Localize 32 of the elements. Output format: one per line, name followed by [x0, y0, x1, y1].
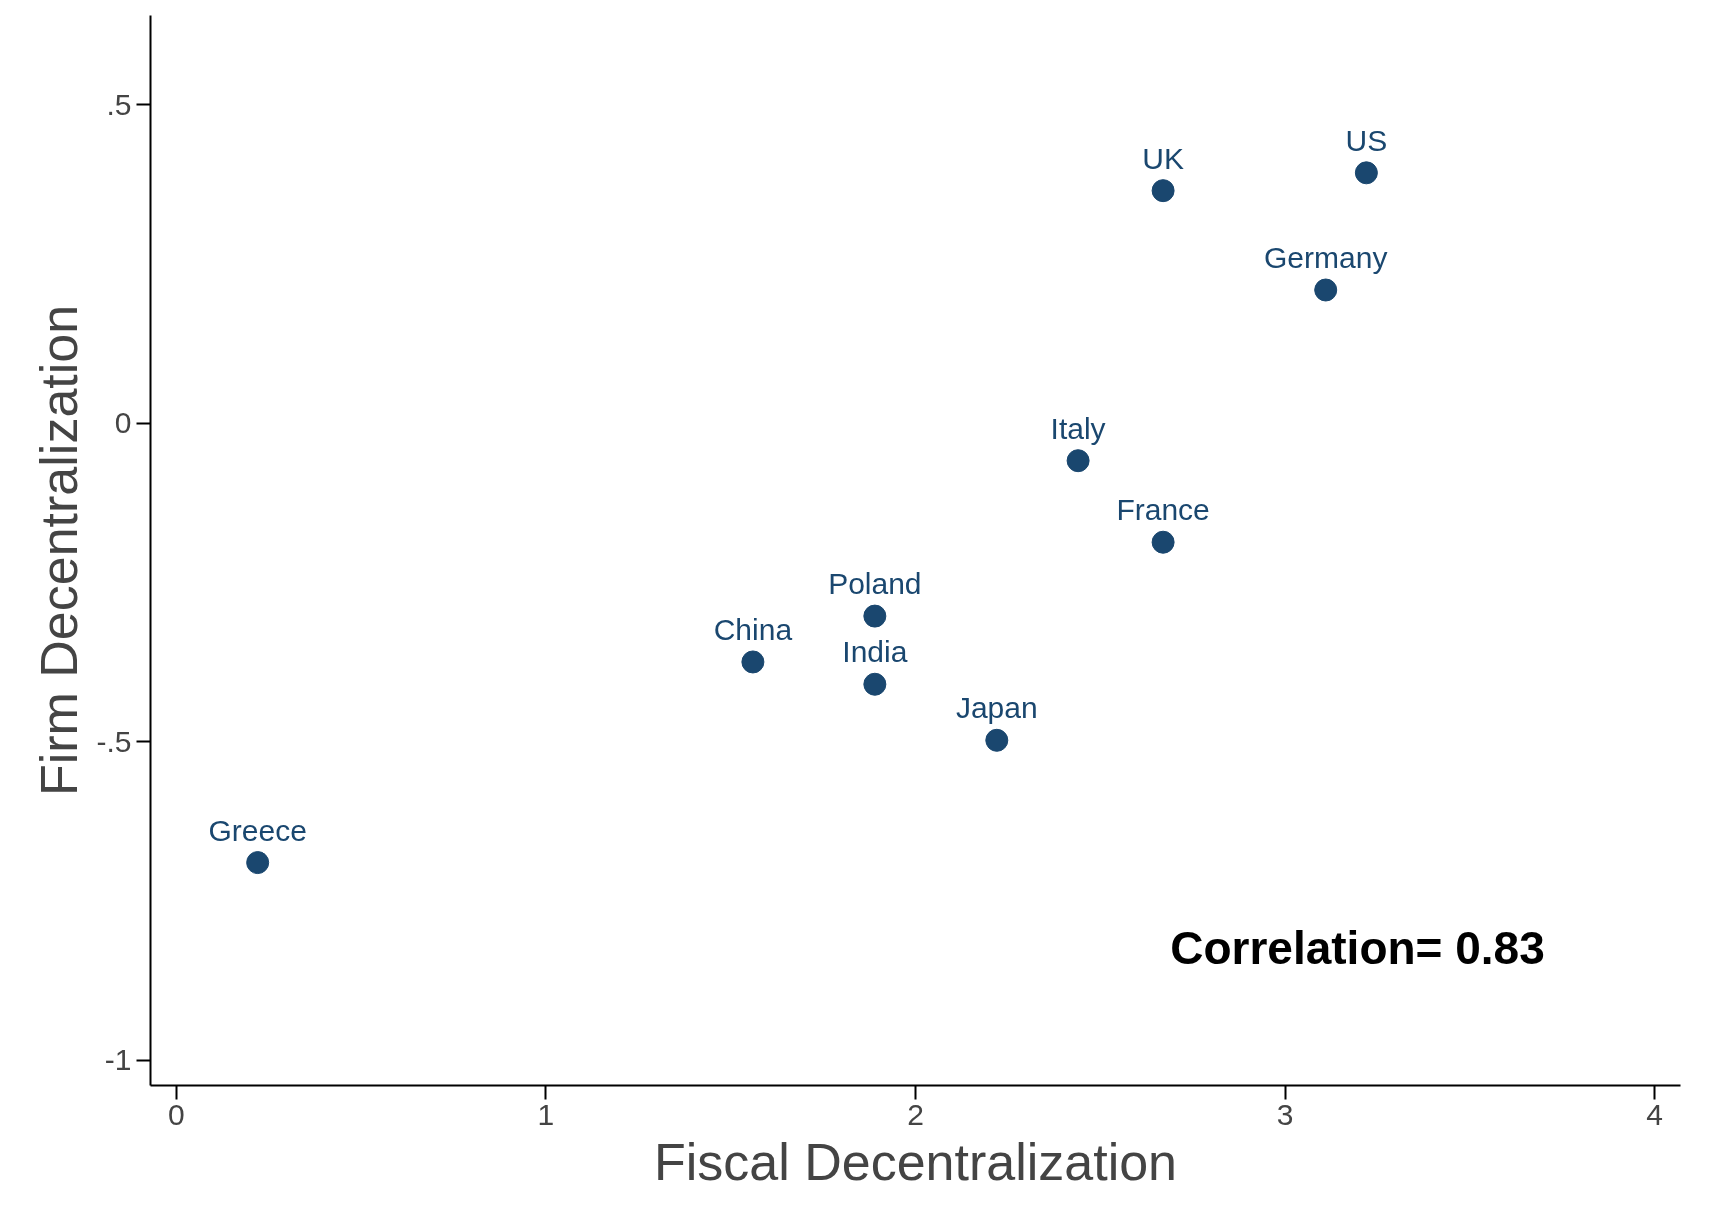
annotation: Greece — [208, 813, 307, 847]
annotation: Japan — [955, 691, 1038, 725]
annotation: China — [713, 612, 793, 646]
point — [985, 728, 1009, 752]
y-axis-title: Firm Decentralization — [30, 304, 89, 797]
y-tick-label: 0 — [114, 406, 132, 440]
point — [1314, 278, 1338, 302]
x-tick-label: 2 — [907, 1097, 924, 1131]
annotation: France — [1116, 493, 1210, 527]
x-tick-label: 3 — [1276, 1097, 1294, 1131]
annotation: Correlation= 0.83 — [1170, 921, 1545, 974]
y-tick-label: .5 — [106, 87, 132, 121]
annotation: Italy — [1050, 411, 1106, 445]
y-tick-label: -1 — [104, 1043, 132, 1077]
annotation: Germany — [1264, 241, 1388, 275]
point — [1151, 179, 1175, 203]
x-tick-label: 1 — [537, 1097, 555, 1131]
annotation: Poland — [828, 567, 922, 601]
point — [1354, 161, 1378, 185]
point — [1066, 449, 1090, 473]
point — [863, 604, 887, 628]
annotation: India — [842, 635, 908, 669]
x-tick-label: 0 — [168, 1097, 185, 1131]
point — [1151, 530, 1175, 554]
point — [741, 650, 765, 674]
x-tick-label: 4 — [1646, 1097, 1663, 1131]
point — [246, 851, 270, 875]
y-tick-label: -.5 — [96, 724, 132, 758]
annotation: US — [1345, 123, 1388, 157]
x-axis-title: Fiscal Decentralization — [653, 1132, 1178, 1191]
annotation: UK — [1142, 141, 1184, 175]
point — [863, 672, 887, 696]
